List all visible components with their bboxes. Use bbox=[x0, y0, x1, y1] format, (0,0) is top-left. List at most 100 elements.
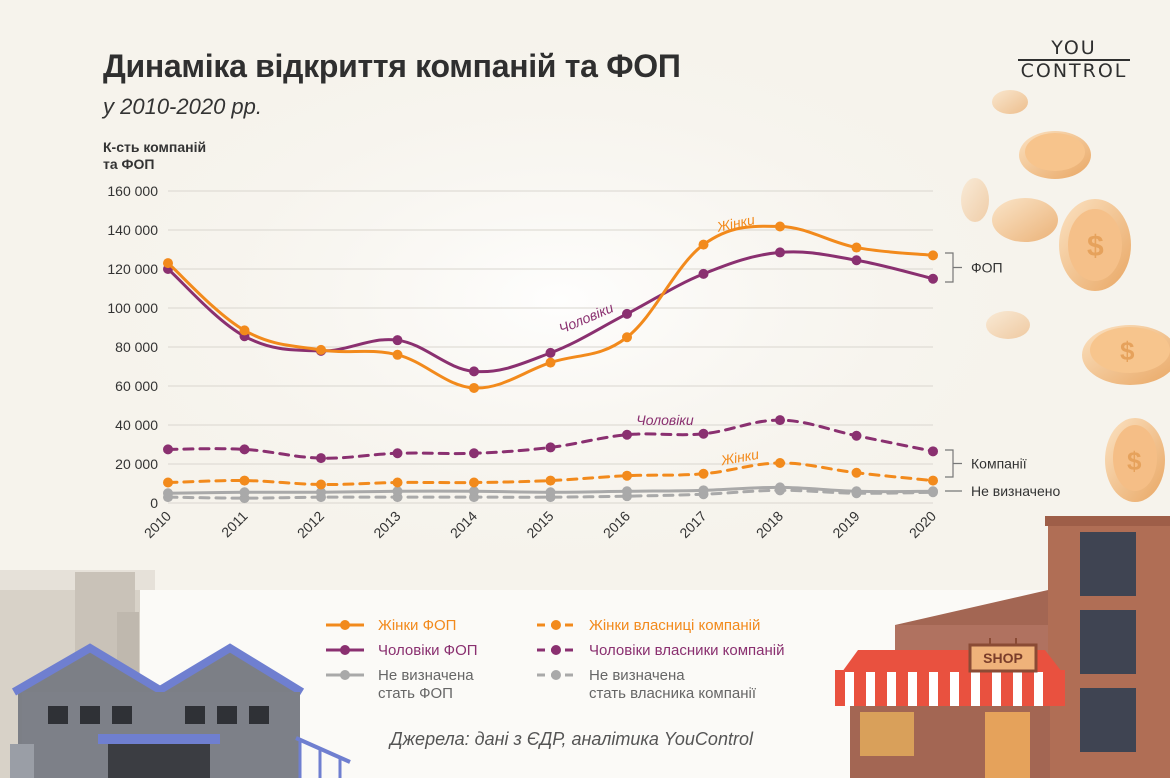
legend-label: Чоловіки власники компаній bbox=[589, 642, 785, 659]
legend-marker bbox=[340, 620, 350, 630]
x-tick-label: 2014 bbox=[447, 508, 480, 541]
data-point bbox=[622, 308, 632, 319]
data-point bbox=[163, 488, 173, 499]
data-point bbox=[851, 467, 862, 478]
data-point bbox=[316, 453, 326, 464]
data-point bbox=[392, 349, 403, 360]
x-tick-label: 2019 bbox=[829, 508, 862, 541]
legend-item: Не визначена стать власника компанії bbox=[537, 667, 757, 702]
data-point bbox=[851, 486, 862, 497]
factory-illustration bbox=[0, 570, 351, 778]
x-tick-label: 2017 bbox=[676, 508, 709, 541]
svg-text:$: $ bbox=[1127, 446, 1142, 476]
source-note: Джерела: дані з ЄДР, аналітика YouContro… bbox=[390, 729, 753, 749]
x-tick-label: 2013 bbox=[370, 508, 403, 541]
legend-item: Чоловіки власники компаній bbox=[537, 642, 785, 659]
data-point bbox=[545, 357, 556, 368]
data-point bbox=[775, 458, 785, 469]
legend-item: Жінки власниці компаній bbox=[537, 617, 760, 634]
series-1 bbox=[163, 247, 938, 377]
x-tick-label: 2016 bbox=[600, 508, 633, 541]
series-line bbox=[166, 418, 935, 460]
data-point bbox=[316, 344, 326, 355]
legend-marker bbox=[551, 670, 561, 680]
data-point bbox=[316, 479, 326, 490]
x-tick-label: 2020 bbox=[906, 508, 939, 541]
data-point bbox=[163, 258, 173, 269]
data-point bbox=[239, 475, 250, 486]
group-label-companies: Компанії bbox=[971, 456, 1027, 472]
y-tick-label: 20 000 bbox=[115, 456, 158, 472]
group-label-fop: ФОП bbox=[971, 260, 1003, 276]
group-label-undefined: Не визначено bbox=[971, 483, 1060, 499]
data-point bbox=[775, 482, 785, 493]
y-tick-label: 60 000 bbox=[115, 378, 158, 394]
data-point bbox=[928, 446, 938, 457]
data-point bbox=[239, 444, 250, 455]
coins-decoration: $ $ $ bbox=[961, 90, 1170, 502]
data-point bbox=[163, 477, 173, 488]
legend-marker bbox=[551, 645, 561, 655]
data-point bbox=[622, 486, 632, 497]
legend-item: Не визначена стать ФОП bbox=[326, 667, 474, 702]
data-point bbox=[698, 239, 709, 250]
data-point bbox=[469, 382, 479, 393]
legend-item: Жінки ФОП bbox=[326, 617, 456, 634]
data-point bbox=[851, 255, 862, 266]
data-point bbox=[239, 487, 250, 498]
data-point bbox=[469, 366, 479, 377]
data-point bbox=[545, 442, 556, 453]
legend-label: Не визначена стать ФОП bbox=[378, 667, 474, 702]
legend-marker bbox=[340, 670, 350, 680]
data-point bbox=[469, 477, 479, 488]
legend-label: Жінки власниці компаній bbox=[589, 617, 760, 634]
data-point bbox=[163, 444, 173, 455]
series-0 bbox=[163, 221, 938, 393]
svg-text:$: $ bbox=[1087, 230, 1104, 263]
shop-sign: SHOP bbox=[983, 650, 1023, 666]
y-tick-label: 0 bbox=[150, 495, 158, 511]
y-tick-label: 100 000 bbox=[107, 300, 158, 316]
x-tick-label: 2012 bbox=[294, 508, 327, 541]
y-axis-label: та ФОП bbox=[103, 156, 154, 172]
data-point bbox=[698, 428, 709, 439]
data-point bbox=[316, 487, 326, 498]
data-point bbox=[851, 242, 862, 253]
data-point bbox=[622, 429, 632, 440]
legend-marker bbox=[340, 645, 350, 655]
group-label-fop-bracket bbox=[945, 252, 962, 283]
y-tick-label: 160 000 bbox=[107, 183, 158, 199]
data-point bbox=[392, 448, 403, 459]
data-point bbox=[392, 335, 403, 346]
legend-label: Чоловіки ФОП bbox=[378, 642, 478, 659]
svg-text:$: $ bbox=[1120, 336, 1135, 366]
y-axis-label: К-сть компаній bbox=[103, 139, 206, 155]
legend-marker bbox=[551, 620, 561, 630]
x-tick-label: 2018 bbox=[753, 508, 786, 541]
y-tick-label: 80 000 bbox=[115, 339, 158, 355]
data-point bbox=[622, 470, 632, 481]
annotation-women-companies: Жінки bbox=[719, 446, 760, 469]
data-point bbox=[545, 487, 556, 498]
data-point bbox=[239, 325, 250, 336]
series-3 bbox=[163, 458, 938, 490]
page-title: Динаміка відкриття компаній та ФОП bbox=[103, 48, 681, 84]
data-point bbox=[851, 430, 862, 441]
data-point bbox=[469, 486, 479, 497]
legend-label: Не визначена стать власника компанії bbox=[589, 667, 757, 702]
data-point bbox=[928, 273, 938, 284]
annotation-men-companies: Чоловіки bbox=[636, 412, 694, 428]
annotation-women-fop: Жінки bbox=[715, 211, 757, 235]
x-tick-label: 2011 bbox=[218, 508, 251, 541]
data-point bbox=[545, 347, 556, 358]
series-4 bbox=[163, 415, 938, 464]
data-point bbox=[775, 247, 785, 258]
data-point bbox=[775, 221, 785, 232]
data-point bbox=[698, 485, 709, 496]
series-line bbox=[166, 488, 935, 500]
data-point bbox=[622, 332, 632, 343]
data-point bbox=[698, 468, 709, 479]
legend-label: Жінки ФОП bbox=[378, 617, 456, 634]
